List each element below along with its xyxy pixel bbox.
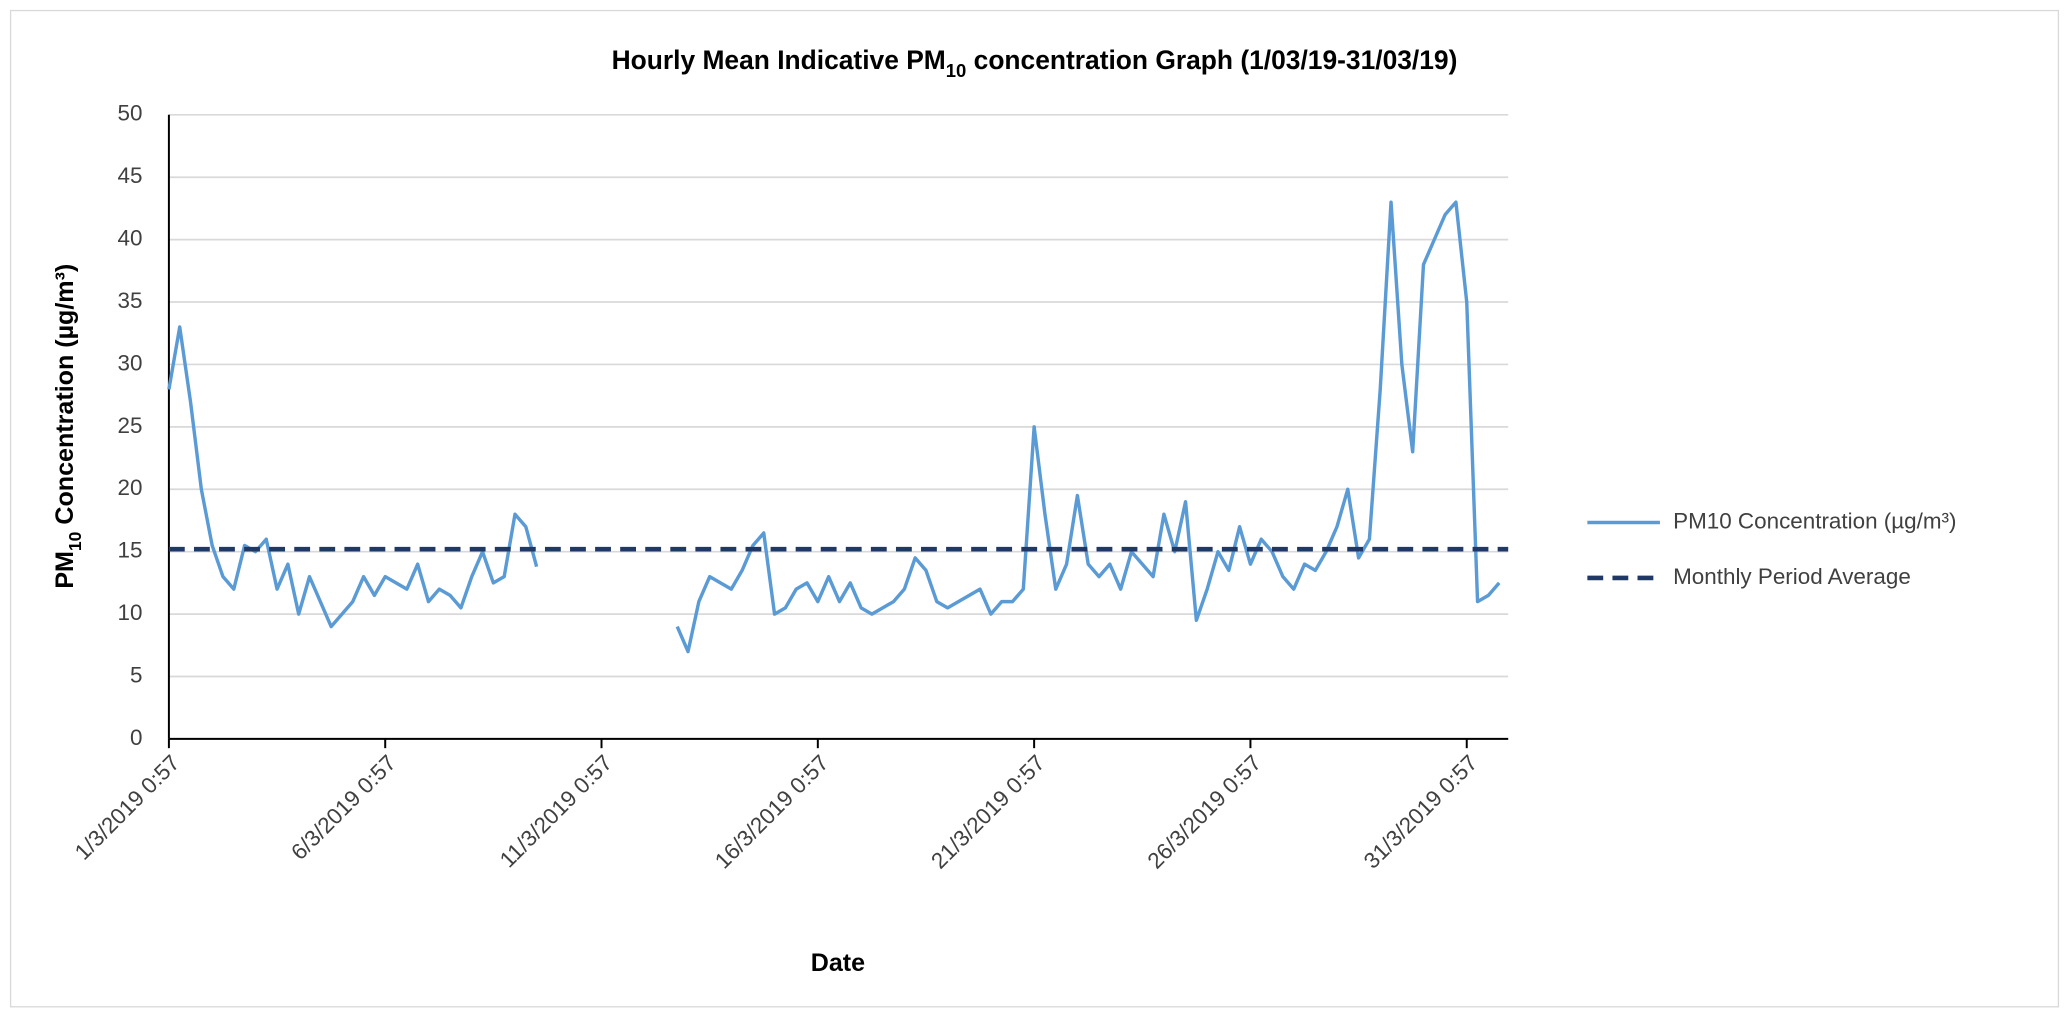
text-part: 10 <box>65 531 85 551</box>
y-tick-label: 25 <box>118 413 143 438</box>
text-part: concentration Graph (1/03/19-31/03/19) <box>966 45 1457 75</box>
legend-label: PM10 Concentration (µg/m³) <box>1673 508 1956 533</box>
y-tick-label: 35 <box>118 288 143 313</box>
y-tick-label: 50 <box>118 101 143 126</box>
text-part: PM <box>51 551 79 589</box>
text-part: 10 <box>946 60 967 81</box>
x-axis-label: Date <box>811 949 865 977</box>
y-tick-label: 20 <box>118 475 143 500</box>
y-tick-label: 40 <box>118 226 143 251</box>
y-tick-label: 5 <box>130 662 142 687</box>
legend-label: Monthly Period Average <box>1673 564 1911 589</box>
y-axis-label: PM10 Concentration (µg/m³) <box>51 264 85 589</box>
text-part: Hourly Mean Indicative PM <box>612 45 946 75</box>
chart-title: Hourly Mean Indicative PM10 concentratio… <box>612 45 1458 81</box>
data-line <box>167 200 1501 654</box>
text-part: Concentration (µg/m³) <box>51 264 79 532</box>
y-tick-label: 45 <box>118 163 143 188</box>
y-tick-label: 10 <box>118 600 143 625</box>
y-tick-label: 15 <box>118 538 143 563</box>
y-tick-label: 0 <box>130 725 142 750</box>
y-tick-label: 30 <box>118 350 143 375</box>
